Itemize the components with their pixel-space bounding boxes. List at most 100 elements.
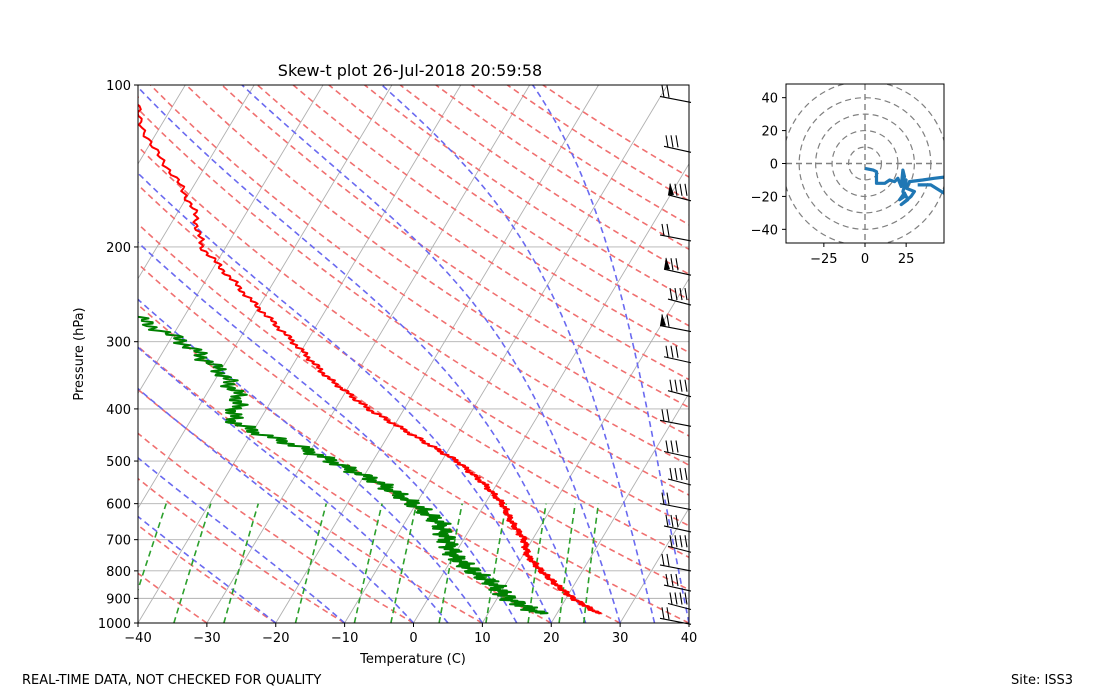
hodograph: −25 0 25 40 20 0 −20 −40 (751, 83, 945, 267)
x-tick-label: 0 (409, 631, 417, 646)
moist-adiabat (138, 515, 277, 623)
dry-adiabat (138, 107, 689, 496)
dry-adiabat (292, 85, 689, 354)
hodograph-y-tick: −20 (751, 190, 786, 205)
y-tick-label: 800 (106, 565, 131, 580)
isotherm-line (0, 85, 48, 623)
y-tick-label: 300 (106, 336, 131, 351)
mixing-ratio-line (223, 503, 260, 623)
dry-adiabat (138, 345, 552, 623)
y-tick-label: 1000 (98, 617, 131, 632)
hodograph-y-tick-label: 40 (761, 92, 778, 107)
y-tick: 300 (106, 336, 138, 351)
y-tick-label: 400 (106, 403, 131, 418)
dry-adiabat (138, 183, 689, 559)
moist-adiabat (381, 85, 656, 623)
y-tick-label: 500 (106, 455, 131, 470)
isotherm-line (0, 85, 116, 623)
isotherm-line (275, 85, 599, 623)
hodograph-y-tick-label: 0 (770, 158, 778, 173)
wind-barb (659, 223, 692, 242)
temperature-line (138, 96, 602, 615)
dry-adiabat (221, 85, 689, 409)
hodograph-y-tick: −40 (751, 223, 786, 238)
mixing-ratio-line (173, 503, 212, 623)
mixing-ratio-line (558, 503, 576, 623)
x-tick: −40 (124, 623, 152, 646)
mixing-ratio-line (294, 503, 328, 623)
x-tick-label: −20 (262, 631, 289, 646)
isotherm-line (550, 392, 689, 623)
wind-barb (667, 379, 692, 398)
skewt-xlabel: Temperature (C) (359, 652, 466, 667)
hodograph-y-tick: 0 (770, 158, 786, 173)
dry-adiabat (256, 85, 689, 381)
dry-adiabat (138, 432, 414, 623)
dry-adiabat (149, 85, 689, 467)
mixing-ratio-line (527, 503, 547, 623)
hodograph-rings (786, 84, 944, 243)
y-tick: 600 (106, 498, 138, 513)
y-tick: 200 (106, 241, 138, 256)
dry-adiabat (185, 85, 689, 437)
wind-barb (663, 257, 692, 276)
y-tick-label: 100 (106, 79, 131, 94)
hodograph-x-tick: 0 (861, 243, 869, 267)
moist-adiabat (138, 456, 346, 623)
mixing-ratio-line (485, 503, 508, 623)
skewt-plot: Skew-t plot 26-Jul-2018 20:59:58 −40 −30−… (0, 61, 697, 667)
isotherm-line (344, 85, 668, 623)
moist-adiabat (138, 86, 587, 623)
hodograph-y-tick-label: 20 (761, 125, 778, 140)
y-tick-label: 900 (106, 592, 131, 607)
isotherm-line (138, 85, 324, 395)
dry-adiabat (138, 262, 689, 623)
skewt-ticks: −40 −30 −20 −10 0 10 20 30 40 100 200 300 400 500 600 7… (98, 79, 697, 646)
y-tick: 1000 (98, 617, 138, 632)
mixing-ratio-line (390, 503, 418, 623)
wind-barb (667, 535, 692, 553)
skewt-frame (137, 84, 690, 624)
wind-barb (659, 313, 692, 333)
mixing-ratio-line (138, 503, 167, 593)
dry-adiabat (138, 572, 208, 623)
x-tick-label: 40 (681, 631, 698, 646)
y-tick: 900 (106, 592, 138, 607)
dewpoint-line (138, 315, 549, 615)
dry-adiabats (138, 85, 689, 623)
x-tick: 0 (409, 623, 418, 646)
isobar-lines (138, 85, 689, 623)
wind-barb (663, 514, 692, 533)
hodograph-x-tick: −25 (810, 243, 838, 267)
hodograph-x-tick-label: 0 (861, 252, 869, 267)
hodograph-x-tick: 25 (898, 243, 915, 267)
dry-adiabat (328, 85, 689, 327)
isotherm-lines (0, 85, 689, 623)
y-tick-label: 600 (106, 498, 131, 513)
x-tick-label: 30 (612, 631, 629, 646)
x-tick: 40 (681, 623, 698, 646)
wind-barb (667, 467, 692, 486)
y-tick-label: 700 (106, 534, 131, 549)
mixing-ratio-line (438, 503, 463, 623)
dry-adiabat (138, 388, 483, 623)
hodograph-line (864, 166, 944, 207)
dry-adiabat (138, 222, 689, 591)
dry-adiabat (399, 85, 689, 276)
y-tick: 700 (106, 534, 138, 549)
mixing-ratio-line (583, 503, 600, 623)
hodograph-x-tick-label: 25 (898, 252, 915, 267)
mixing-ratio-lines (138, 503, 600, 623)
y-tick: 100 (106, 79, 138, 94)
x-tick-label: 10 (474, 631, 491, 646)
wind-barbs (659, 85, 692, 625)
wind-barb (663, 573, 692, 592)
isotherm-line (619, 507, 689, 623)
wind-barb (667, 182, 692, 202)
wind-barb (663, 440, 692, 459)
wind-barb (667, 592, 692, 611)
isotherm-line (688, 622, 689, 623)
wind-barb (659, 553, 692, 572)
dry-adiabat (138, 145, 689, 527)
